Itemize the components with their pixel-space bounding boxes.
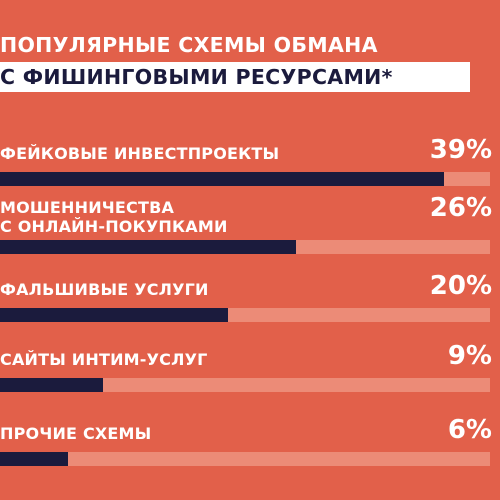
bar-track <box>0 452 490 466</box>
bar-value-label: 9% <box>447 341 492 371</box>
bar-value-label: 39% <box>429 135 492 165</box>
bar-track <box>0 378 490 392</box>
bar <box>0 240 296 254</box>
bar-category-label-line: САЙТЫ ИНТИМ-УСЛУГ <box>0 350 208 369</box>
bar <box>0 378 103 392</box>
bar-category-label: ПРОЧИЕ СХЕМЫ <box>0 424 151 443</box>
bar-category-label-line: МОШЕННИЧЕСТВА <box>0 198 175 217</box>
bar-category-label: ФАЛЬШИВЫЕ УСЛУГИ <box>0 280 209 299</box>
bar-category-label-line: ФЕЙКОВЫЕ ИНВЕСТПРОЕКТЫ <box>0 144 280 163</box>
bar-value-label: 20% <box>429 271 492 301</box>
bar-track <box>0 240 490 254</box>
bar <box>0 308 228 322</box>
chart-title-line1: ПОПУЛЯРНЫЕ СХЕМЫ ОБМАНА <box>0 33 378 57</box>
bar-category-label: ФЕЙКОВЫЕ ИНВЕСТПРОЕКТЫ <box>0 144 279 163</box>
bar-category-label: МОШЕННИЧЕСТВА С ОНЛАЙН-ПОКУПКАМИ <box>0 198 228 236</box>
bar-track <box>0 308 490 322</box>
bar-value-label: 26% <box>429 193 492 223</box>
chart-title-line2: С ФИШИНГОВЫМИ РЕСУРСАМИ* <box>0 62 470 92</box>
bar-track <box>0 172 490 186</box>
bar-category-label-line: ФАЛЬШИВЫЕ УСЛУГИ <box>0 280 209 299</box>
bar <box>0 452 68 466</box>
bar-value-label: 6% <box>447 415 492 445</box>
bar <box>0 172 444 186</box>
bar-category-label-line: С ОНЛАЙН-ПОКУПКАМИ <box>0 217 228 236</box>
bar-category-label-line: ПРОЧИЕ СХЕМЫ <box>0 424 152 443</box>
bar-category-label: САЙТЫ ИНТИМ-УСЛУГ <box>0 350 208 369</box>
